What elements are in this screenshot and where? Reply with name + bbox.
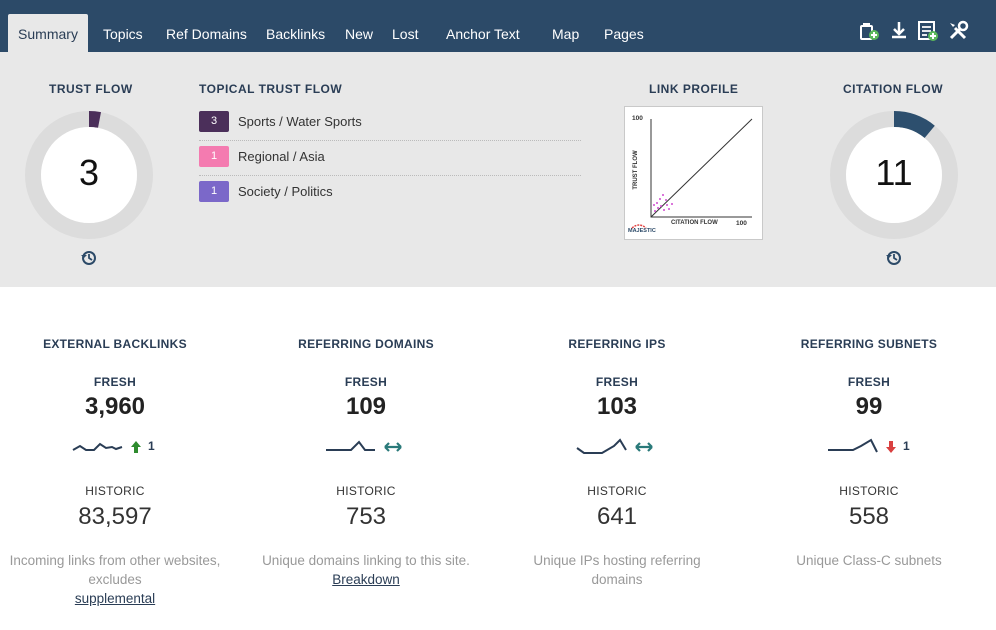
tab-summary[interactable]: Summary <box>8 14 88 52</box>
topic-label[interactable]: Society / Politics <box>238 184 333 199</box>
add-report-icon[interactable] <box>917 20 939 42</box>
trust-flow-gauge <box>25 111 153 239</box>
metric-description: Unique IPs hosting referring domains <box>533 553 701 587</box>
historic-value[interactable]: 641 <box>596 503 638 530</box>
tab-pages[interactable]: Pages <box>604 26 644 42</box>
metric-title: EXTERNAL BACKLINKS <box>43 337 187 351</box>
historic-label: HISTORIC <box>336 484 396 498</box>
topic-score-badge: 1 <box>199 181 229 202</box>
link-profile-points <box>653 194 673 212</box>
sparkline-trend-down <box>828 438 896 453</box>
topic-row[interactable]: 3 Sports / Water Sports <box>199 111 581 141</box>
link-profile-title: LINK PROFILE <box>649 82 739 96</box>
fresh-label: FRESH <box>847 375 891 389</box>
historic-label: HISTORIC <box>587 484 647 498</box>
tools-icon[interactable] <box>947 20 969 42</box>
metric-description: Unique domains linking to this site. Bre… <box>251 551 481 589</box>
topic-score-badge: 3 <box>199 111 229 132</box>
citation-flow-gauge <box>830 111 958 239</box>
tab-lost[interactable]: Lost <box>392 26 419 42</box>
fresh-label: FRESH <box>344 375 388 389</box>
metric-description: Unique Class-C subnets <box>796 553 942 568</box>
trend-flat-arrow-icon <box>384 442 402 452</box>
download-icon[interactable] <box>888 20 910 42</box>
top-nav-bar: Summary Topics Ref Domains Backlinks New… <box>0 0 996 52</box>
trend-change-value: 1 <box>903 439 910 453</box>
fresh-label: FRESH <box>595 375 639 389</box>
topic-label[interactable]: Regional / Asia <box>238 149 325 164</box>
sparkline-trend-flat <box>326 440 402 452</box>
tab-topics[interactable]: Topics <box>103 26 143 42</box>
link-profile-y-max: 100 <box>632 115 643 122</box>
add-to-bucket-icon[interactable] <box>858 20 880 42</box>
referring-subnets-column: REFERRING SUBNETS FRESH 99 1 HISTORIC 55… <box>754 0 984 630</box>
fresh-value[interactable]: 3,960 <box>84 393 146 420</box>
link-profile-x-label: CITATION FLOW <box>671 220 718 226</box>
citation-flow-title: CITATION FLOW <box>843 82 944 96</box>
tab-ref-domains[interactable]: Ref Domains <box>166 26 247 42</box>
topic-label[interactable]: Sports / Water Sports <box>238 114 362 129</box>
historic-label: HISTORIC <box>839 484 899 498</box>
citation-flow-value: 11 <box>875 152 913 193</box>
referring-ips-column: REFERRING IPS FRESH 103 HISTORIC 641 Uni… <box>502 0 732 630</box>
tab-anchor-text[interactable]: Anchor Text <box>446 26 520 42</box>
topic-row[interactable]: 1 Society / Politics <box>199 181 581 211</box>
fresh-value[interactable]: 103 <box>596 393 638 420</box>
flow-metrics-panel <box>0 52 996 287</box>
fresh-value[interactable]: 109 <box>345 393 387 420</box>
trust-flow-history-icon[interactable] <box>80 249 98 267</box>
tab-backlinks[interactable]: Backlinks <box>266 26 326 42</box>
metric-title: REFERRING IPS <box>568 337 666 351</box>
metric-description: Incoming links from other websites, excl… <box>0 551 230 608</box>
metric-title: REFERRING DOMAINS <box>298 337 434 351</box>
referring-domains-column: REFERRING DOMAINS FRESH 109 HISTORIC 753… <box>251 0 481 630</box>
trend-change-value: 1 <box>148 439 155 453</box>
breakdown-link[interactable]: Breakdown <box>332 572 400 587</box>
sparkline-trend-flat <box>576 438 653 454</box>
trend-down-arrow-icon <box>886 441 896 453</box>
historic-value[interactable]: 83,597 <box>78 503 152 530</box>
topic-row[interactable]: 1 Regional / Asia <box>199 146 581 176</box>
metric-title: REFERRING SUBNETS <box>800 337 938 351</box>
majestic-logo-arc <box>631 224 647 229</box>
fresh-value[interactable]: 99 <box>855 393 883 420</box>
trust-flow-value: 3 <box>78 152 100 193</box>
trust-flow-title: TRUST FLOW <box>49 82 133 96</box>
link-profile-chart[interactable]: 100 TRUST FLOW CITATION FLOW 100 MAJESTI… <box>624 106 763 240</box>
sparkline-trend-up <box>72 441 141 453</box>
topical-trust-flow-title: TOPICAL TRUST FLOW <box>199 82 343 96</box>
supplemental-link[interactable]: supplemental <box>74 591 156 606</box>
link-profile-x-max: 100 <box>736 220 747 227</box>
trend-up-arrow-icon <box>131 441 141 453</box>
historic-value[interactable]: 753 <box>345 503 387 530</box>
description-text: Incoming links from other websites, excl… <box>9 553 221 587</box>
description-text: Unique domains linking to this site. <box>262 553 470 568</box>
external-backlinks-column: EXTERNAL BACKLINKS FRESH 3,960 1 HISTORI… <box>0 0 230 630</box>
trend-flat-arrow-icon <box>635 442 653 452</box>
fresh-label: FRESH <box>93 375 137 389</box>
topic-score-badge: 1 <box>199 146 229 167</box>
tab-new[interactable]: New <box>345 26 374 42</box>
majestic-logo: MAJESTIC <box>628 228 656 234</box>
citation-flow-history-icon[interactable] <box>885 249 903 267</box>
historic-value[interactable]: 558 <box>848 503 890 530</box>
link-profile-plot <box>650 118 753 218</box>
tab-map[interactable]: Map <box>552 26 580 42</box>
historic-label: HISTORIC <box>85 484 145 498</box>
